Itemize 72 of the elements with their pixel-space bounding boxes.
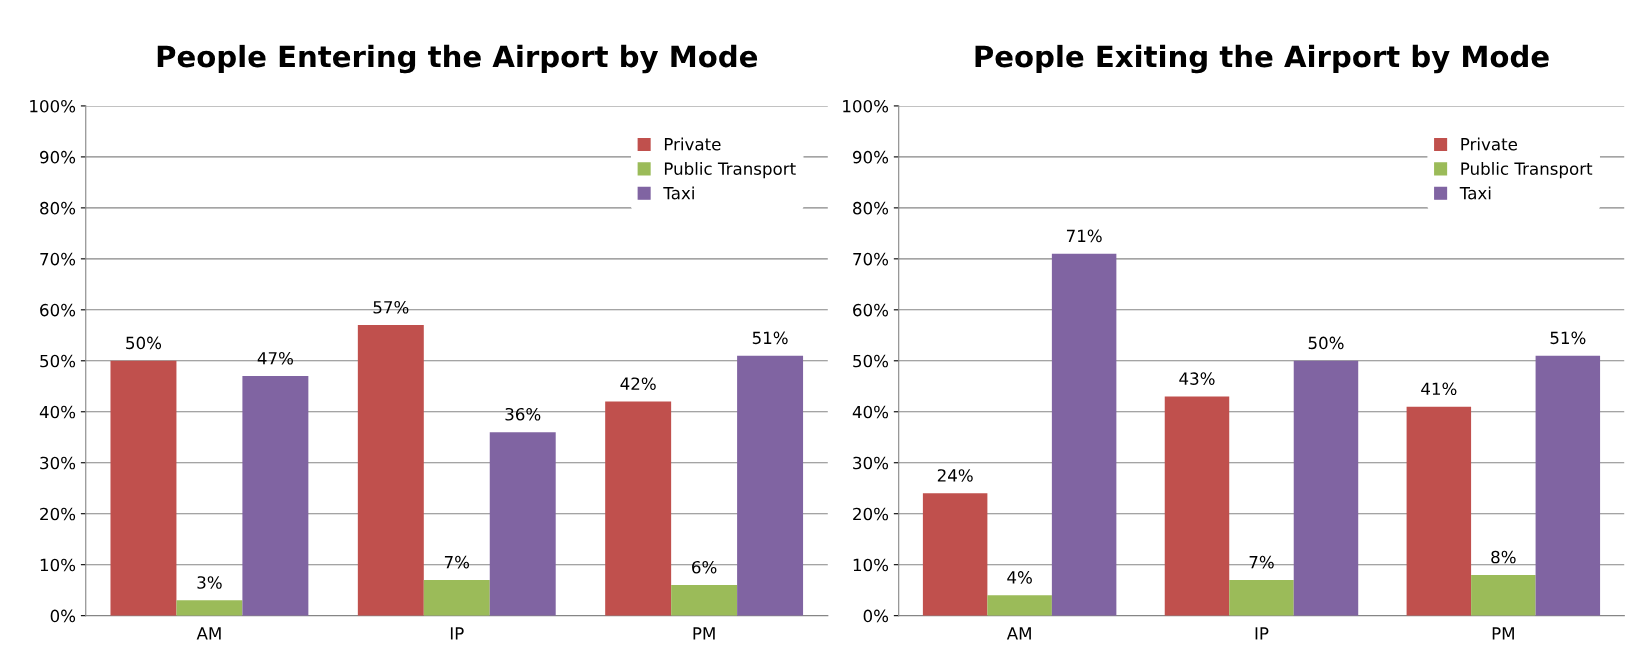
- bar: [176, 600, 243, 616]
- data-label: 24%: [937, 469, 973, 482]
- y-tick-label: 10%: [40, 558, 76, 572]
- data-label: 4%: [1007, 571, 1032, 584]
- legend-label: Private: [664, 137, 721, 151]
- bar: [1406, 406, 1472, 616]
- y-tick-label: 50%: [853, 354, 889, 368]
- y-tick-label: 80%: [853, 201, 889, 215]
- y-tick-label: 60%: [40, 303, 76, 317]
- y-tick-label: 20%: [853, 507, 889, 521]
- legend-label: Taxi: [1459, 186, 1491, 200]
- bar: [242, 376, 309, 616]
- y-tick-label: 0%: [50, 609, 76, 623]
- y-tick-label: 80%: [40, 201, 76, 215]
- x-tick-label: PM: [1492, 627, 1514, 640]
- bar: [1164, 396, 1230, 616]
- y-tick-label: 100%: [30, 99, 76, 113]
- data-label: 50%: [1308, 336, 1344, 350]
- bar: [922, 493, 988, 616]
- bar: [423, 579, 490, 616]
- data-label: 6%: [692, 560, 717, 574]
- data-label: 36%: [505, 407, 541, 421]
- data-label: 71%: [1066, 229, 1102, 243]
- chart-title: People Exiting the Airport by Mode: [975, 44, 1549, 74]
- data-label: 7%: [1249, 555, 1274, 569]
- y-tick-label: 20%: [40, 507, 76, 521]
- bar: [1229, 579, 1294, 616]
- data-label: 47%: [257, 351, 293, 365]
- bar: [605, 401, 672, 616]
- bar: [110, 360, 177, 616]
- data-label: 51%: [752, 331, 788, 345]
- data-label: 51%: [1550, 331, 1586, 345]
- y-tick-label: 40%: [39, 405, 76, 419]
- legend-label: Private: [1461, 137, 1517, 151]
- y-tick-label: 70%: [40, 252, 76, 266]
- bar: [1535, 355, 1601, 616]
- y-tick-label: 50%: [40, 354, 76, 368]
- bar: [1293, 360, 1359, 616]
- data-label: 3%: [197, 576, 222, 589]
- bar: [489, 432, 556, 616]
- data-label: 50%: [126, 336, 162, 350]
- bar: [357, 325, 424, 616]
- y-tick-label: 0%: [863, 609, 889, 623]
- chart-title: People Entering the Airport by Mode: [157, 44, 758, 74]
- x-tick-label: AM: [1006, 627, 1031, 640]
- y-tick-label: 70%: [853, 252, 889, 266]
- bar: [987, 595, 1052, 616]
- y-tick-label: 90%: [852, 150, 889, 164]
- data-label: 8%: [1491, 550, 1516, 564]
- y-tick-label: 90%: [40, 150, 76, 164]
- legend-label: Taxi: [663, 186, 694, 200]
- bar: [671, 585, 738, 616]
- data-label: 41%: [1421, 382, 1457, 396]
- y-tick-label: 40%: [852, 405, 889, 419]
- y-tick-label: 100%: [843, 99, 889, 113]
- y-tick-label: 10%: [853, 558, 889, 572]
- y-tick-label: 30%: [40, 456, 76, 470]
- data-label: 42%: [620, 377, 656, 391]
- bar: [737, 355, 804, 616]
- legend-label: Public Transport: [664, 162, 796, 179]
- data-label: 43%: [1179, 372, 1215, 385]
- x-tick-label: IP: [450, 627, 464, 640]
- legend-label: Public Transport: [1461, 162, 1593, 179]
- y-tick-label: 30%: [853, 456, 889, 470]
- x-tick-label: AM: [196, 627, 221, 640]
- x-tick-label: PM: [693, 627, 715, 640]
- x-tick-label: IP: [1255, 627, 1269, 640]
- data-label: 57%: [373, 300, 409, 314]
- bar: [1051, 253, 1117, 616]
- y-tick-label: 60%: [853, 303, 889, 317]
- data-label: 7%: [444, 555, 470, 569]
- bar: [1471, 574, 1536, 616]
